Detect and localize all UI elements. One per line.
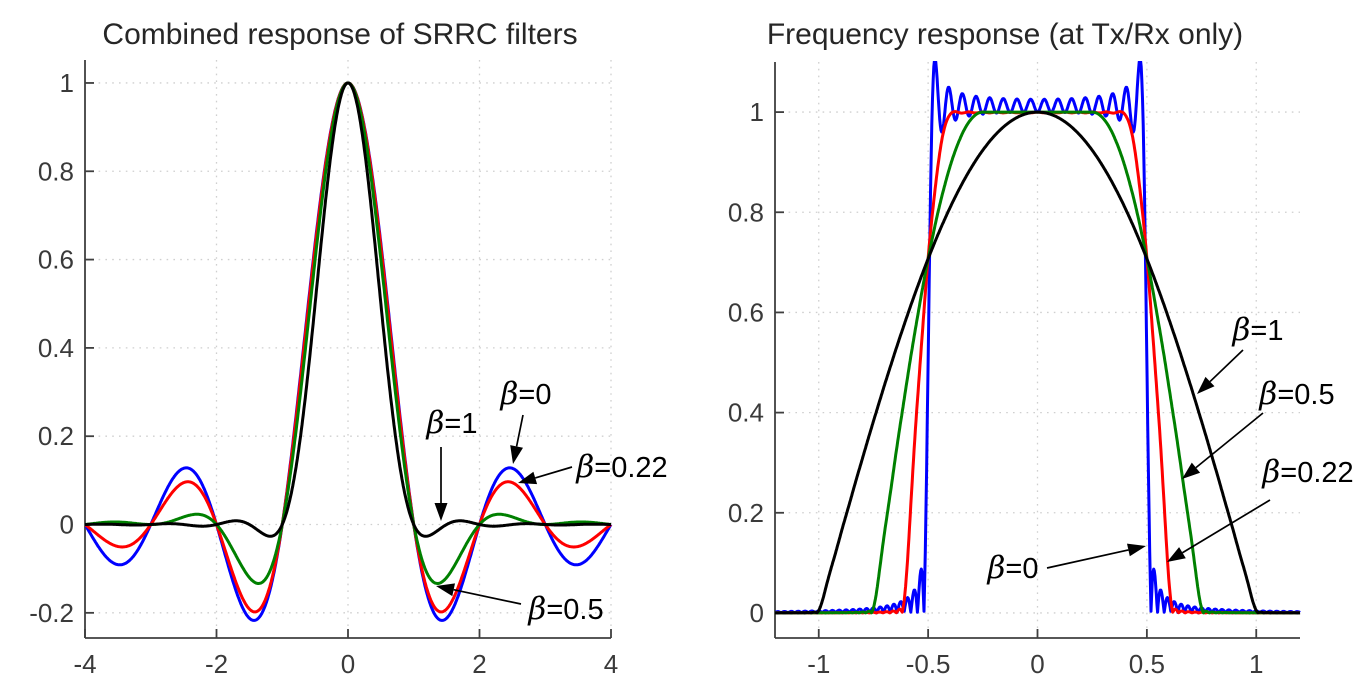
curve-beta-0 bbox=[85, 81, 613, 622]
annotation-label-spectrum-3: β=0 bbox=[987, 550, 1039, 586]
annotation-arrow-spectrum-1-line bbox=[1195, 412, 1264, 469]
annotation-label-impulse-3: β=0.5 bbox=[527, 591, 603, 627]
y-tick-label: 0.4 bbox=[38, 333, 74, 363]
y-tick-label: -0.2 bbox=[29, 598, 74, 628]
annotation-arrow-spectrum-0-head bbox=[1197, 376, 1215, 394]
grid-impulse bbox=[85, 60, 612, 638]
y-tick-label: 0.8 bbox=[728, 197, 764, 227]
annotation-arrow-spectrum-1-head bbox=[1182, 462, 1201, 479]
annotation-arrow-impulse-2-head bbox=[518, 471, 538, 485]
y-tick-label: 0.2 bbox=[728, 498, 764, 528]
chart-spectrum: -1 -0.5 0 0.5 100.20.40.60.81β=1β=0.5β=0.22β… bbox=[728, 61, 1354, 679]
x-tick-label: -4 bbox=[73, 649, 96, 679]
curve-beta-1 bbox=[775, 110, 1301, 615]
chart-impulse: -4 -2 0 2 4 -0.2 0 0.2 0.4 0.6 0.8 1 β=1 β=0 β=0.22 β=0… bbox=[29, 60, 668, 679]
curve-beta-1 bbox=[85, 81, 612, 538]
annotation-arrow-spectrum-0-line bbox=[1209, 349, 1244, 383]
left-chart-title: Combined response of SRRC filters bbox=[102, 18, 578, 51]
annotation-arrow-spectrum-2-head bbox=[1167, 547, 1186, 562]
annotation-arrow-spectrum-3-line bbox=[1046, 549, 1129, 569]
x-tick-label: 0.5 bbox=[1129, 649, 1165, 679]
y-tick-label: 0.8 bbox=[38, 156, 74, 186]
y-tick-label: 0.6 bbox=[38, 245, 74, 275]
annotation-arrow-spectrum-2-line bbox=[1181, 499, 1271, 554]
grid-spectrum bbox=[775, 62, 1300, 638]
y-tick-label: 0 bbox=[750, 598, 764, 628]
y-tick-label: 1 bbox=[750, 97, 764, 127]
series-spectrum bbox=[775, 61, 1301, 615]
y-tick-label: 0.6 bbox=[728, 297, 764, 327]
tick-labels-spectrum: -1 -0.5 0 0.5 1 0 0.2 0.4 0.6 0.8 1 bbox=[728, 97, 1264, 679]
x-tick-label: 4 bbox=[604, 649, 618, 679]
y-tick-label: 0.4 bbox=[728, 398, 764, 428]
annotation-label-impulse-0: β=1 bbox=[426, 405, 478, 441]
annotation-label-spectrum-2: β=0.22 bbox=[1261, 454, 1353, 490]
annotation-label-impulse-1: β=0 bbox=[500, 376, 552, 412]
annotations-impulse: β=1 β=0 β=0.22 β=0.5 bbox=[426, 376, 668, 627]
annotation-arrow-impulse-3-head bbox=[436, 583, 455, 597]
axes-impulse bbox=[84, 60, 612, 639]
annotation-arrow-impulse-3-line bbox=[453, 588, 522, 605]
annotation-label-spectrum-1: β=0.5 bbox=[1258, 376, 1334, 412]
x-tick-label: -2 bbox=[205, 649, 228, 679]
annotations-spectrum: β=1 β=0.5 β=0.22 β=0 bbox=[987, 312, 1354, 586]
x-tick-label: 2 bbox=[472, 649, 486, 679]
y-tick-label: 0 bbox=[60, 510, 74, 540]
x-tick-label: 0 bbox=[341, 649, 355, 679]
annotation-arrow-spectrum-3-head bbox=[1127, 543, 1146, 557]
annotation-arrow-impulse-0-head bbox=[434, 503, 448, 521]
annotation-arrow-impulse-1-line bbox=[515, 414, 524, 447]
y-tick-label: 1 bbox=[60, 68, 74, 98]
annotation-arrow-impulse-1-head bbox=[510, 445, 523, 464]
tick-labels-impulse: -4 -2 0 2 4 -0.2 0 0.2 0.4 0.6 0.8 1 bbox=[29, 68, 618, 679]
y-tick-label: 0.2 bbox=[38, 421, 74, 451]
axes-spectrum bbox=[774, 62, 1300, 639]
right-chart-title: Frequency response (at Tx/Rx only) bbox=[766, 18, 1244, 51]
x-tick-label: -0.5 bbox=[906, 649, 951, 679]
x-tick-label: -1 bbox=[807, 649, 830, 679]
annotation-label-spectrum-0: β=1 bbox=[1232, 312, 1284, 348]
series-impulse bbox=[85, 81, 613, 622]
x-tick-label: 0 bbox=[1030, 649, 1044, 679]
annotation-arrow-impulse-2-line bbox=[535, 466, 573, 479]
x-tick-label: 1 bbox=[1249, 649, 1263, 679]
annotation-label-impulse-2: β=0.22 bbox=[575, 449, 667, 485]
